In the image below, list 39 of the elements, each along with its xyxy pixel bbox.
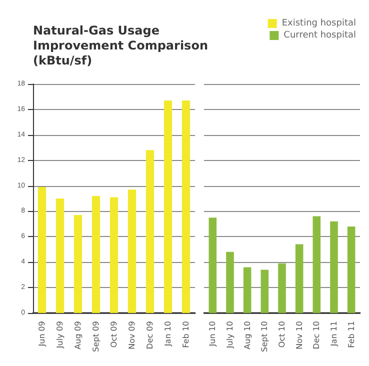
bar bbox=[164, 100, 172, 313]
bar bbox=[110, 197, 118, 313]
x-tick-label: Oct 09 bbox=[110, 321, 118, 348]
x-tick-label: Jan 10 bbox=[164, 321, 172, 348]
bar bbox=[92, 196, 100, 313]
bar bbox=[128, 190, 136, 313]
x-tick-label: Sept 09 bbox=[92, 321, 100, 352]
bar bbox=[74, 215, 82, 313]
x-tick-label: Jun 09 bbox=[38, 321, 46, 348]
x-tick-label: Nov 09 bbox=[128, 321, 136, 350]
x-tick-label: Feb 10 bbox=[182, 321, 190, 348]
chart-title: Natural-Gas Usage Improvement Comparison (kBtu/sf) bbox=[33, 24, 212, 68]
x-tick-label: July 09 bbox=[56, 321, 64, 350]
x-tick-label: Aug 09 bbox=[74, 321, 82, 350]
bar bbox=[312, 216, 321, 313]
x-tick-label: July 10 bbox=[226, 321, 234, 350]
bar bbox=[295, 244, 304, 313]
x-tick-label: Sept 10 bbox=[260, 321, 270, 352]
x-tick-label: Oct 10 bbox=[278, 321, 286, 348]
bar bbox=[182, 100, 190, 313]
x-tick-label: Aug 10 bbox=[242, 321, 252, 350]
bar bbox=[330, 221, 338, 313]
bar bbox=[208, 218, 217, 313]
bar bbox=[146, 150, 154, 313]
bar bbox=[347, 226, 356, 313]
x-tick-label: Dec 09 bbox=[146, 321, 154, 350]
bar bbox=[260, 270, 269, 313]
bar bbox=[38, 187, 46, 313]
x-tick-label: Jun 10 bbox=[208, 321, 218, 348]
x-tick-label: Jan 11 bbox=[330, 321, 338, 348]
bar bbox=[56, 198, 64, 313]
x-tick-label: Feb 11 bbox=[346, 321, 356, 348]
bar bbox=[226, 252, 234, 313]
legend-label: Existing hospital bbox=[282, 18, 356, 28]
x-tick-label: Nov 10 bbox=[294, 321, 304, 350]
bar bbox=[243, 267, 252, 313]
bar bbox=[278, 263, 286, 313]
x-tick-label: Dec 10 bbox=[312, 321, 322, 350]
legend-label: Current hospital bbox=[284, 30, 356, 40]
